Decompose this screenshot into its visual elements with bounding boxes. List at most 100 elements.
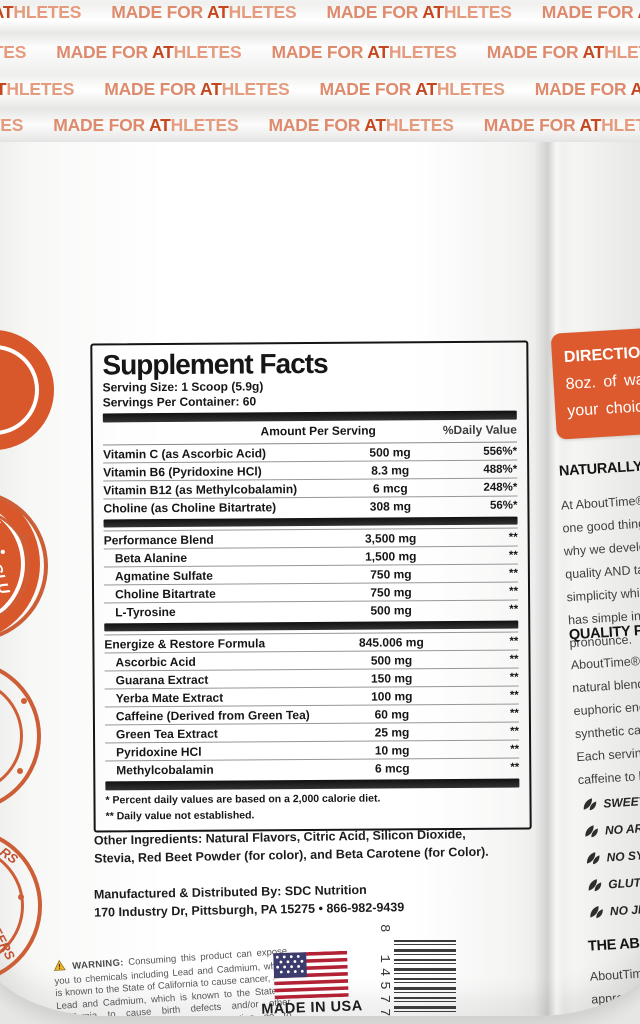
divider-bar [105, 778, 520, 791]
nutrient-daily-value: ** [509, 635, 519, 648]
made-for-athletes-text: MADE FOR ATHLETES [326, 2, 512, 22]
left-badge-icon [0, 660, 41, 812]
nutrient-name: Methylcobalamin [116, 762, 214, 777]
made-for-athletes-text: MADE FOR ATHLETES [541, 2, 640, 22]
feature-bullet: NO JITTERS OR C [589, 891, 640, 926]
nutrient-daily-value: ** [509, 689, 519, 702]
nutrient-amount: 500 mg [370, 652, 413, 668]
text-line: AboutTime® is b [589, 964, 640, 984]
other-ingredients: Other Ingredients: Natural Flavors, Citr… [93, 827, 489, 866]
left-badge-icon [0, 490, 48, 642]
nutrient-daily-value: 56%* [489, 499, 518, 512]
feature-bullet: SWEETENED WIT [583, 783, 640, 818]
warning-triangle-icon: ! [53, 959, 70, 974]
leaf-icon [586, 851, 600, 864]
lid-slogan-row: MADE FOR ATHLETES MADE FOR ATHLETES MADE F… [0, 42, 640, 63]
barcode-lead-digit: 8 [376, 924, 392, 933]
barcode: 8 14577 02339 9 [366, 924, 456, 1016]
nutrient-name: Energize & Restore Formula [104, 635, 266, 651]
footnote-not-established: ** Daily value not established. [105, 809, 255, 823]
made-for-athletes-text: MADE FOR ATHLETES [53, 115, 239, 135]
made-for-athletes-text: MADE FOR ATHLETES [271, 42, 457, 62]
nutrient-amount: 6 mcg [374, 760, 410, 776]
us-flag-icon [273, 950, 349, 1005]
nutrient-daily-value: ** [509, 585, 519, 598]
heading-naturally: NATURALLY ENI [558, 457, 640, 480]
nutrient-name: Performance Blend [103, 532, 214, 547]
nutrient-name: Choline (as Choline Bitartrate) [103, 499, 277, 515]
footnote-daily-values: * Percent daily values are based on a 2,… [105, 792, 381, 807]
leaf-icon [590, 905, 603, 918]
nutrient-daily-value: 556%* [483, 445, 518, 458]
nutrient-name: Pyridoxine HCl [116, 744, 202, 759]
bullet-text: GLUTEN FREE [607, 872, 640, 891]
nutrient-name: Guarana Extract [115, 672, 209, 687]
paragraph-quality: AboutTime® Prenatural blend ofeuphoric e… [570, 648, 640, 792]
nutrient-amount: 1,500 mg [365, 548, 417, 564]
directions-title: DIRECTION [563, 343, 640, 367]
made-for-athletes-text: MADE FOR ATHLETES [111, 2, 297, 22]
made-for-athletes-text: MADE FOR ATHLETES [56, 42, 242, 62]
divider-bar [103, 516, 518, 528]
made-for-athletes-text: MADE FOR ATHLETES [319, 79, 505, 99]
warning-text: Consuming this product can expose you to… [54, 945, 292, 1016]
nutrient-daily-value: ** [508, 549, 518, 562]
made-for-athletes-text: MADE FOR ATHLETES [0, 42, 27, 62]
nutrient-name: Yerba Mate Extract [115, 690, 224, 705]
label-seam-shading [534, 142, 564, 1016]
nutrient-name: Agmatine Sulfate [114, 568, 213, 583]
manufacturer-line2: 170 Industry Dr, Pittsburgh, PA 15275 • … [94, 900, 405, 920]
made-for-athletes-text: MADE FOR ATHLETES [268, 115, 454, 135]
nutrient-amount: 500 mg [370, 602, 412, 618]
barcode-digits: 8 14577 02339 9 [376, 924, 392, 1016]
nutrient-amount: 10 mg [374, 742, 410, 758]
nutrient-amount: 8.3 mg [371, 462, 410, 478]
table-row: L-Tyrosine 500 mg ** [104, 599, 519, 621]
made-for-athletes-text: MADE FOR ATHLETES [483, 115, 640, 135]
made-for-athletes-text: MADE FOR ATHLETES [486, 42, 640, 62]
bullet-text: NO JITTERS OR C [609, 898, 640, 918]
directions-box: DIRECTION 8oz. of wat your choice [550, 325, 640, 440]
nutrient-daily-value: ** [508, 531, 518, 544]
made-for-athletes-text: MADE FOR ATHLETES [0, 2, 82, 22]
supplement-facts-title: Supplement Facts [102, 347, 328, 381]
made-for-athletes-text: MADE FOR ATHLETES [534, 79, 640, 99]
column-headers: Amount Per Serving %Daily Value [102, 422, 518, 446]
lid-slogan-row: MADE FOR ATHLETES MADE FOR ATHLETES MADE F… [0, 2, 640, 23]
feature-bullet: NO SYNTHETIC C [586, 837, 640, 872]
nutrient-amount: 3,500 mg [364, 530, 417, 546]
barcode-bars [394, 940, 456, 1016]
nutrient-daily-value: ** [509, 671, 519, 684]
divider-bar [102, 410, 517, 423]
supplement-facts-panel: Supplement Facts Serving Size: 1 Scoop (… [90, 340, 532, 833]
nutrient-amount: 60 mg [374, 706, 410, 722]
leaf-icon [585, 824, 598, 837]
left-badge-icon [0, 330, 54, 450]
bullet-text: SWEETENED WIT [602, 790, 640, 811]
col-daily-value: %Daily Value [442, 422, 517, 438]
nutrient-daily-value: ** [510, 761, 520, 774]
paragraph-abouttime: AboutTime® is bapproved at ouPittsburgh,… [589, 959, 640, 1016]
leaf-icon [588, 878, 602, 891]
made-for-athletes-text: MADE FOR ATHLETES [0, 115, 24, 135]
nutrient-daily-value: ** [509, 603, 519, 616]
nutrient-daily-value: ** [509, 653, 519, 666]
warning-label: WARNING: [71, 957, 125, 972]
nutrient-amount: 845.006 mg [358, 634, 424, 650]
nutrient-name: Vitamin C (as Ascorbic Acid) [103, 445, 267, 461]
lid-slogan-row: MADE FOR ATHLETES MADE FOR ATHLETES MADE F… [0, 115, 640, 136]
nutrient-name: Green Tea Extract [115, 726, 218, 741]
feature-bullets: SWEETENED WIT NO ARTIFICIAL C NO SYNTHETIC… [583, 783, 640, 925]
nutrient-amount: 500 mg [369, 444, 411, 460]
made-for-athletes-text: MADE FOR ATHLETES [104, 79, 290, 99]
nutrient-daily-value: 248%* [483, 481, 518, 494]
divider-bar [104, 620, 519, 632]
nutrient-amount: 308 mg [369, 498, 412, 514]
nutrient-daily-value: ** [510, 725, 520, 738]
left-badge-icon: ASH [0, 988, 40, 1016]
heading-abouttime: THE ABOUTTIM [587, 932, 640, 955]
barcode-group1: 14577 [376, 954, 392, 1016]
leaf-icon [583, 797, 597, 810]
nutrient-name: Caffeine (Derived from Green Tea) [115, 707, 310, 723]
nutrient-daily-value: ** [510, 743, 520, 756]
